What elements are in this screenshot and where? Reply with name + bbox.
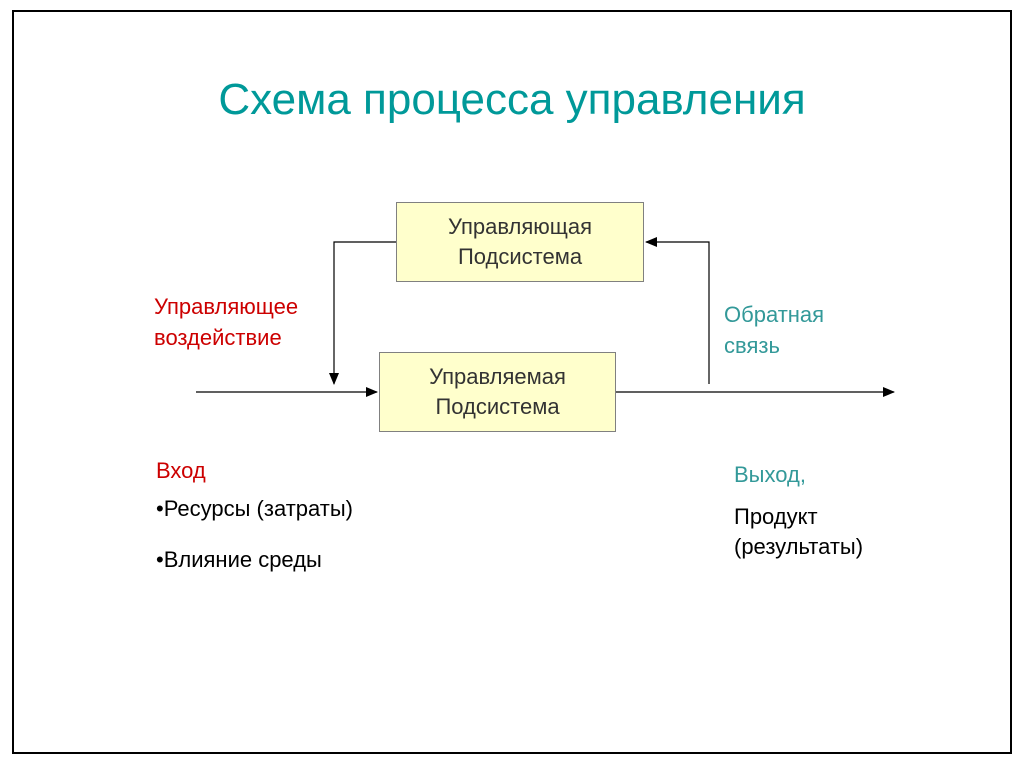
- box-managing-subsystem: Управляющая Подсистема: [396, 202, 644, 282]
- label-control-line1: Управляющее: [154, 292, 298, 323]
- output-line2: (результаты): [734, 532, 863, 562]
- label-input-list: •Ресурсы (затраты) •Влияние среды: [156, 495, 353, 596]
- label-output-title: Выход,: [734, 460, 806, 491]
- label-input-title: Вход: [156, 456, 206, 487]
- box-top-line1: Управляющая: [448, 212, 592, 242]
- slide-title: Схема процесса управления: [14, 75, 1010, 125]
- label-feedback-line2: связь: [724, 331, 824, 362]
- box-bottom-line1: Управляемая: [429, 362, 566, 392]
- box-top-line2: Подсистема: [458, 242, 582, 272]
- label-output-body: Продукт (результаты): [734, 502, 863, 561]
- label-feedback-line1: Обратная: [724, 300, 824, 331]
- output-line1: Продукт: [734, 502, 863, 532]
- slide-frame: Схема процесса управления Управляющая По…: [12, 10, 1012, 754]
- label-control-line2: воздействие: [154, 323, 298, 354]
- box-bottom-line2: Подсистема: [435, 392, 559, 422]
- label-control-action: Управляющее воздействие: [154, 292, 298, 354]
- arrow-feedback: [646, 242, 709, 384]
- input-item-environment: •Влияние среды: [156, 546, 353, 575]
- label-feedback: Обратная связь: [724, 300, 824, 362]
- box-managed-subsystem: Управляемая Подсистема: [379, 352, 616, 432]
- input-item-resources: •Ресурсы (затраты): [156, 495, 353, 524]
